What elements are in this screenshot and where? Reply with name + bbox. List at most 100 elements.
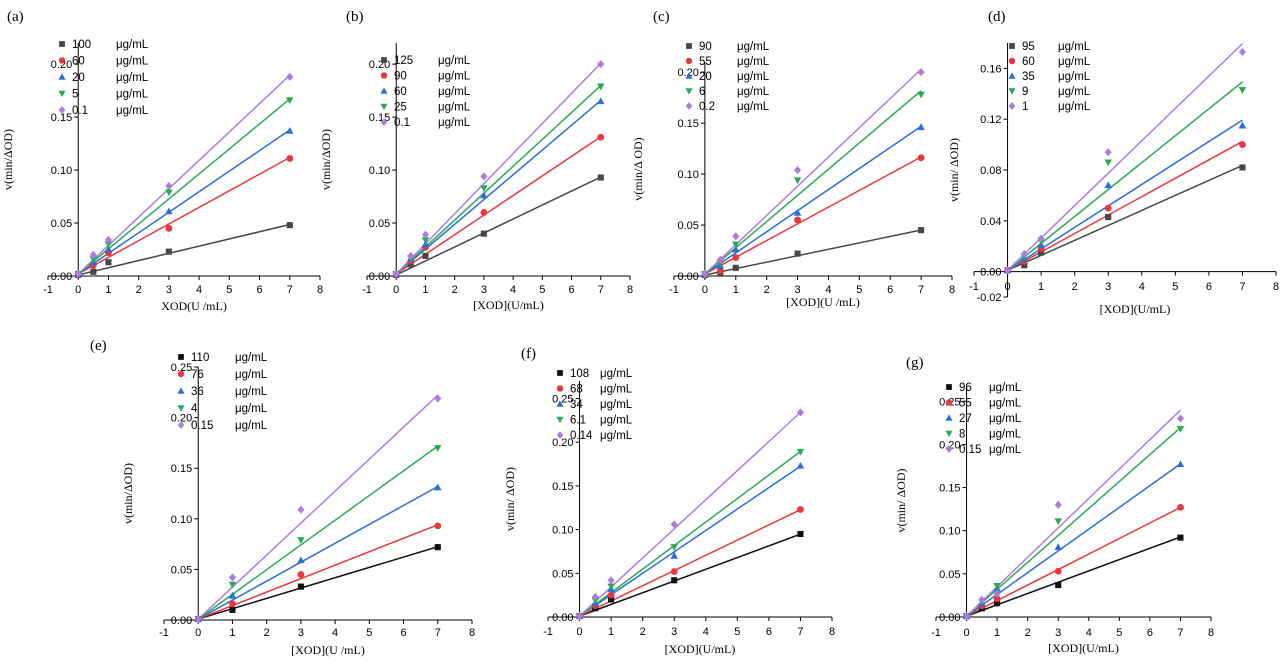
- panel-g-legend-value-1: 55: [959, 398, 972, 410]
- panel-b-legend-unit-4: μg/mL: [438, 117, 471, 129]
- panel-c-legend-marker-0: [686, 43, 692, 49]
- panel-d-point-s0-p4: [1239, 164, 1246, 171]
- panel-b-point-s3-p4: [597, 83, 605, 91]
- panel-e-xtick-label: 3: [298, 627, 304, 639]
- panel-b-point-s4-p3: [480, 172, 488, 181]
- panel-g-point-s0-p2: [994, 600, 1001, 607]
- panel-f-point-s2-p4: [796, 461, 805, 469]
- panel-f-ytick-label: 0.20: [552, 437, 573, 449]
- panel-g-xtick-label: -1: [931, 627, 941, 639]
- panel-d-xtick-label: 0: [1004, 281, 1010, 293]
- panel-c-xtick-label: 6: [887, 284, 893, 296]
- panel-e-ytick-label: 0.10: [171, 514, 192, 526]
- panel-g-legend-marker-1: [945, 399, 953, 406]
- panel-a-point-s1-p4: [286, 155, 294, 162]
- panel-g-legend-marker-0: [946, 384, 952, 390]
- panel-g: (g)-10123456780.000.050.100.150.200.25[X…: [894, 355, 1214, 655]
- panel-b-point-s3-p3: [480, 185, 488, 193]
- panel-a-fit-line-4: [77, 74, 291, 275]
- panel-d-ytick-label: 0.12: [980, 114, 1001, 126]
- panel-d-legend-value-3: 9: [1022, 86, 1028, 98]
- panel-e-ytick-label: 0.00: [171, 615, 192, 627]
- panel-f-legend-marker-3: [556, 416, 564, 424]
- panel-f-xtick-label: 7: [797, 626, 803, 638]
- panel-c-point-s3-p3: [793, 177, 802, 185]
- panel-e-point-s4-p0: [194, 614, 202, 624]
- panel-b-ytick-label: 0.05: [369, 218, 390, 230]
- panel-d-fit-line-3: [1007, 81, 1243, 271]
- panel-b-legend-marker-0: [381, 57, 387, 63]
- panel-c-point-s1-p4: [917, 154, 925, 162]
- panel-d-point-s3-p3: [1104, 159, 1112, 167]
- panel-e-point-s2-p3: [434, 483, 442, 491]
- panel-g-label: (g): [906, 355, 924, 371]
- panel-d: (d) -1 0 1 2 3 4 5 6 7 8 -0.02 0.00 0.04 0.08 0.12 0.16 […: [947, 9, 1279, 316]
- panel-b-xtick-label: 7: [598, 284, 604, 296]
- panel-d-xtick-label: 3: [1105, 281, 1111, 293]
- panel-f-xtick-label: 5: [734, 626, 740, 638]
- panel-b-point-s4-p2: [421, 230, 430, 239]
- panel-e-point-s1-p3: [434, 522, 442, 530]
- panel-b-legend-marker-4: [380, 118, 388, 126]
- panel-b-legend-value-4: 0.1: [394, 117, 410, 129]
- panel-d-point-s1-p4: [1239, 141, 1246, 149]
- panel-b-ytick-label: 0.20: [369, 59, 390, 71]
- panel-c-point-s3-p4: [917, 91, 925, 99]
- panel-g-point-s4-p0: [962, 612, 971, 621]
- panel-g-ytick-label: 0.20: [939, 439, 960, 451]
- panel-d-point-s0-p3: [1105, 213, 1112, 221]
- panel-g-xtick-label: 0: [963, 627, 969, 639]
- panel-c-point-s1-p1: [716, 267, 724, 275]
- panel-e-legend-marker-4: [177, 421, 185, 429]
- panel-b-legend-marker-3: [380, 103, 388, 111]
- panel-g-legend-value-3: 8: [959, 429, 965, 441]
- panel-e-xtick-label: 4: [332, 627, 338, 639]
- panel-g-point-s4-p4: [1176, 414, 1185, 423]
- panel-g-point-s4-p3: [1054, 500, 1062, 509]
- panel-c-xtick-label: -1: [669, 284, 679, 296]
- panel-c-xtick-label: 7: [918, 284, 924, 296]
- panel-c-point-s4-p0: [701, 269, 709, 279]
- panel-a-point-s4-p4: [286, 72, 294, 81]
- panel-f-point-s1-p3: [670, 568, 678, 575]
- panel-c: (c) -1 0 1 2 3 4 5 6 7 8 0.00 0.05 0.10 0.15 0.20 [XOD](…: [631, 9, 955, 309]
- panel-e-ytick-label: 0.15: [171, 463, 192, 475]
- panel-d-ytick-label: 0.00: [980, 267, 1001, 279]
- panel-g-legend-unit-0: μg/mL: [989, 382, 1022, 394]
- panel-a-legend-marker-3: [58, 90, 66, 98]
- panel-f: (f)-1 0 1 2 3 4 5 6 7 80.000.050.100.150.200.25[X…: [503, 346, 835, 656]
- panel-g-point-s0-p4: [1177, 534, 1184, 541]
- panel-f-label: (f): [521, 346, 536, 362]
- panel-f-legend-marker-1: [556, 385, 564, 392]
- panel-d-legend-marker-2: [1008, 72, 1016, 79]
- panel-e-legend-unit-2: μg/mL: [235, 386, 268, 398]
- panel-g-legend-unit-1: μg/mL: [989, 398, 1022, 410]
- panel-e-legend-value-1: 76: [191, 369, 204, 381]
- panel-a-xtick-label: 8: [317, 284, 323, 296]
- panel-b-xtick-label: 8: [627, 284, 633, 296]
- panel-d-point-s2-p4: [1238, 121, 1247, 129]
- panel-c-xtick-label: 5: [856, 284, 862, 296]
- panel-c-ytick-label: 0.10: [677, 169, 698, 181]
- panel-e-point-s0-p1: [229, 606, 236, 613]
- panel-a-legend-value-2: 20: [72, 72, 85, 84]
- panel-e-point-s3-p2: [297, 537, 305, 544]
- panel-b-fit-line-1: [395, 136, 602, 275]
- panel-f-point-s3-p2: [607, 583, 615, 591]
- panel-a-fit-line-2: [77, 129, 291, 275]
- panel-f-point-s4-p3: [670, 520, 678, 529]
- panel-a-label: (a): [7, 9, 24, 25]
- panel-a-legend-value-0: 100: [72, 39, 91, 51]
- panel-a-legend-unit-4: μg/mL: [116, 105, 149, 117]
- panel-f-xtick-label: 6: [766, 626, 772, 638]
- panel-f-fit-line-0: [579, 533, 801, 617]
- panel-f-point-s0-p4: [797, 530, 804, 538]
- panel-c-point-s2-p4: [917, 123, 925, 131]
- panel-b-legend-unit-1: μg/mL: [438, 71, 471, 83]
- panel-c-xlabel: [XOD](U /mL): [786, 295, 860, 309]
- panel-d-xlabel: [XOD](U/mL): [1100, 302, 1171, 316]
- panel-f-fit-line-2: [579, 465, 801, 617]
- panel-e-legend-marker-1: [177, 370, 185, 378]
- panel-e-xtick-label: 5: [366, 627, 372, 639]
- panel-g-xtick-label: 6: [1147, 627, 1153, 639]
